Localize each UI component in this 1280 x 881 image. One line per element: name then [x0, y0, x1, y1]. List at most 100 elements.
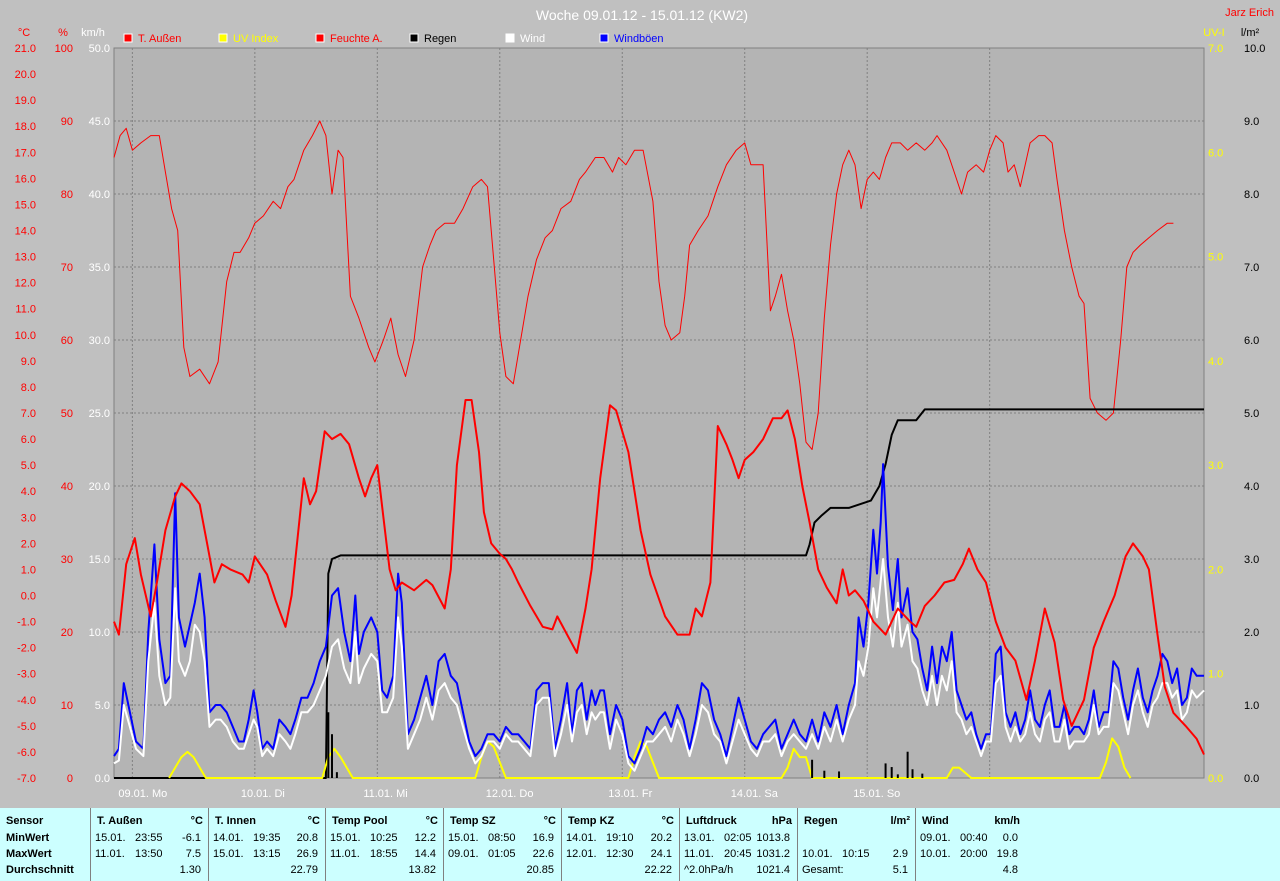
- legend-label: Regen: [424, 33, 456, 45]
- temp-tick-label: 20.0: [15, 69, 36, 81]
- temp-tick-label: -7.0: [17, 773, 36, 785]
- stats-header: Wind: [922, 815, 949, 827]
- stats-date: 15.01.: [213, 848, 244, 860]
- day-label: 11.01. Mi: [363, 788, 407, 800]
- stats-date: 09.01.: [920, 832, 951, 844]
- stats-value: 26.9: [296, 848, 318, 860]
- temp-tick-label: -3.0: [17, 669, 36, 681]
- legend-label: Wind: [520, 33, 545, 45]
- stats-date: 10.01.: [802, 848, 833, 860]
- rain-tick-label: 0.0: [1244, 773, 1259, 785]
- stats-column: T. Innen °C 14.01. 19:35 20.8 15.01. 13:15 26.9…: [208, 808, 326, 881]
- humidity-tick-label: 90: [61, 116, 73, 128]
- stats-header: Sensor: [6, 815, 44, 827]
- statistics-table: Sensor MinWert MaxWert Durchschnitt T. Außen…: [0, 808, 1280, 881]
- stats-header: Regen: [804, 815, 838, 827]
- rain-tick-label: 5.0: [1244, 408, 1259, 420]
- stats-date: 15.01.: [330, 832, 361, 844]
- wind-tick-label: 0.0: [95, 773, 110, 785]
- stats-header: T. Außen: [97, 815, 143, 827]
- uv-tick-label: 0.0: [1208, 773, 1223, 785]
- temp-tick-label: 11.0: [15, 304, 36, 316]
- temp-tick-label: 14.0: [15, 226, 36, 238]
- humidity-tick-label: 100: [55, 43, 73, 55]
- uv-tick-label: 7.0: [1208, 43, 1223, 55]
- stats-value: 22.6: [532, 848, 554, 860]
- uv-tick-label: 5.0: [1208, 252, 1223, 264]
- stats-value: 7.5: [185, 848, 201, 860]
- stats-time: 18:55: [370, 848, 398, 860]
- humidity-unit: %: [58, 27, 68, 39]
- rain-unit: l/m²: [1241, 27, 1260, 39]
- temp-tick-label: 7.0: [21, 408, 36, 420]
- stats-time: 01:05: [488, 848, 516, 860]
- humidity-tick-label: 50: [61, 408, 73, 420]
- humidity-tick-label: 10: [61, 700, 73, 712]
- stats-value: 16.9: [532, 832, 554, 844]
- humidity-tick-label: 40: [61, 481, 73, 493]
- rain-tick-label: 4.0: [1244, 481, 1259, 493]
- day-label: 09.01. Mo: [118, 788, 167, 800]
- stats-header: Luftdruck: [686, 815, 737, 827]
- temp-tick-label: -1.0: [17, 617, 36, 629]
- stats-date: 15.01.: [95, 832, 126, 844]
- stats-time: 12:30: [606, 848, 634, 860]
- humidity-tick-label: 0: [67, 773, 73, 785]
- wind-tick-label: 10.0: [89, 627, 110, 639]
- stats-column: Luftdruck hPa 13.01. 02:05 1013.8 11.01. 20:45…: [679, 808, 798, 881]
- wind-tick-label: 35.0: [89, 262, 110, 274]
- temp-tick-label: 18.0: [15, 121, 36, 133]
- wind-tick-label: 30.0: [89, 335, 110, 347]
- temp-tick-label: 12.0: [15, 278, 36, 290]
- stats-unit: °C: [425, 815, 438, 827]
- day-label: 12.01. Do: [486, 788, 534, 800]
- temp-tick-label: 21.0: [15, 43, 36, 55]
- legend-label: Feuchte A.: [330, 33, 383, 45]
- stats-time: 19:35: [253, 832, 281, 844]
- stats-value: 2.9: [892, 848, 908, 860]
- series: [113, 120, 1205, 779]
- stats-value: 19.8: [996, 848, 1018, 860]
- wind-unit: km/h: [81, 27, 105, 39]
- rain-tick-label: 7.0: [1244, 262, 1259, 274]
- wind-tick-label: 15.0: [89, 554, 110, 566]
- temp-tick-label: -2.0: [17, 643, 36, 655]
- temp-tick-label: 10.0: [15, 330, 36, 342]
- series-regen: [114, 408, 1204, 779]
- legend-swatch: [409, 33, 419, 43]
- stats-date: 11.01.: [330, 848, 360, 860]
- series-t-au-en: [113, 399, 1205, 755]
- stats-value: 22.22: [644, 864, 672, 876]
- stats-value: 20.2: [650, 832, 672, 844]
- rain-tick-label: 3.0: [1244, 554, 1259, 566]
- stats-value: -6.1: [182, 832, 201, 844]
- legend-swatch: [505, 33, 515, 43]
- stats-time: 00:40: [960, 832, 988, 844]
- stats-value: 13.82: [408, 864, 436, 876]
- stats-column: Temp Pool °C 15.01. 10:25 12.2 11.01. 18:55 14.…: [325, 808, 444, 881]
- stats-unit: hPa: [771, 815, 792, 827]
- legend-label: Windböen: [614, 33, 664, 45]
- legend: T. Außen UV Index Feuchte A. Regen Wind Windb…: [123, 33, 664, 45]
- stats-time: 02:05: [724, 832, 752, 844]
- wind-tick-label: 50.0: [89, 43, 110, 55]
- stats-time: 13:50: [135, 848, 163, 860]
- wind-tick-label: 25.0: [89, 408, 110, 420]
- stats-time: 19:10: [606, 832, 634, 844]
- stats-date: Gesamt:: [802, 864, 844, 876]
- humidity-tick-label: 60: [61, 335, 73, 347]
- stats-time: 10:25: [370, 832, 398, 844]
- stats-value: 14.4: [414, 848, 436, 860]
- stats-unit: °C: [661, 815, 674, 827]
- series-windb-en: [113, 463, 1204, 765]
- day-label: 15.01. So: [853, 788, 900, 800]
- wind-tick-label: 45.0: [89, 116, 110, 128]
- temp-tick-label: 15.0: [15, 199, 36, 211]
- temp-unit: °C: [18, 27, 30, 39]
- humidity-tick-label: 70: [61, 262, 73, 274]
- temp-tick-label: 1.0: [21, 564, 36, 576]
- legend-label: UV Index: [233, 33, 279, 45]
- legend-swatch: [123, 33, 133, 43]
- uv-tick-label: 1.0: [1208, 669, 1223, 681]
- day-label: 13.01. Fr: [608, 788, 652, 800]
